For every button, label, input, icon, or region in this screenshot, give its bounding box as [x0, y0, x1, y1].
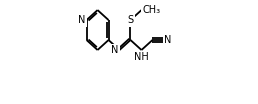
Text: N: N [111, 45, 118, 55]
Text: S: S [127, 15, 134, 25]
Text: N: N [78, 15, 85, 25]
Text: N: N [164, 35, 172, 45]
Text: NH: NH [134, 52, 149, 62]
Text: CH₃: CH₃ [142, 5, 160, 15]
